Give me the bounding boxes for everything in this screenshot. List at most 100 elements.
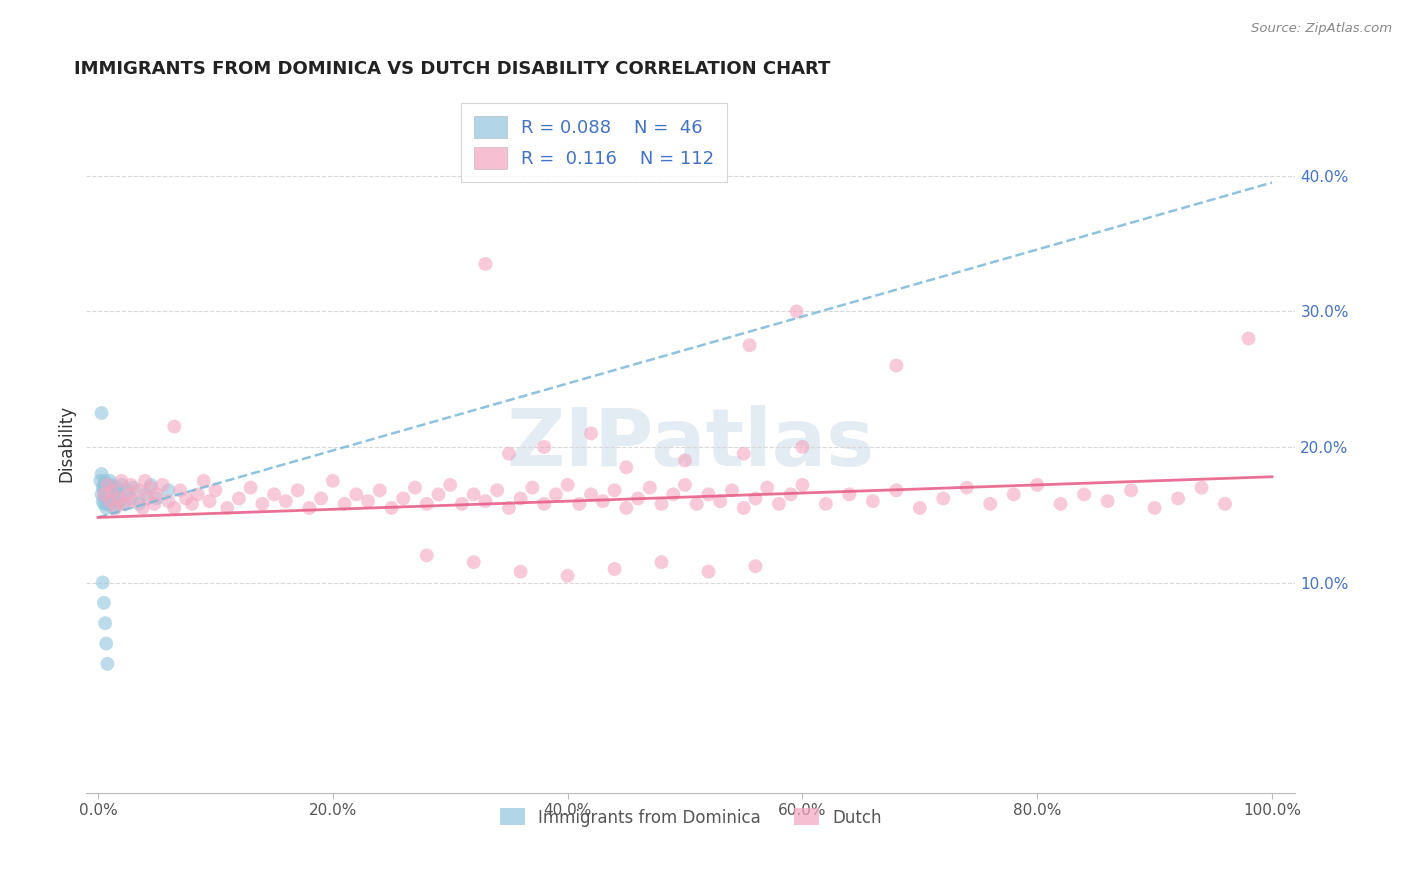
Point (697, 565, 720, 579)
Point (91, 494, 114, 508)
Point (94, 490, 117, 504)
Point (522, 481, 544, 495)
Point (93, 497, 115, 511)
Point (139, 478, 162, 492)
Point (174, 491, 197, 506)
Point (932, 491, 955, 506)
Point (228, 491, 250, 506)
Point (862, 494, 884, 508)
Point (239, 481, 262, 495)
Point (101, 483, 124, 498)
Point (90, 406, 112, 420)
Point (145, 491, 167, 506)
Point (1026, 478, 1049, 492)
Point (96, 657, 118, 671)
Point (792, 478, 814, 492)
Point (1097, 494, 1119, 508)
Point (427, 487, 450, 501)
Point (709, 494, 731, 508)
Point (474, 257, 496, 271)
Point (128, 483, 150, 498)
Point (544, 487, 567, 501)
Point (112, 497, 135, 511)
Text: Source: ZipAtlas.com: Source: ZipAtlas.com (1251, 22, 1392, 36)
Point (756, 481, 779, 495)
Point (97, 491, 120, 506)
Point (93, 483, 115, 498)
Point (217, 500, 239, 515)
Point (91, 481, 114, 495)
Point (96, 497, 118, 511)
Point (204, 483, 226, 498)
Point (101, 494, 124, 508)
Point (884, 483, 907, 498)
Point (673, 478, 696, 492)
Point (187, 487, 209, 501)
Point (128, 497, 150, 511)
Point (163, 419, 186, 434)
Point (298, 500, 321, 515)
Point (117, 487, 139, 501)
Point (322, 474, 344, 488)
Point (96, 636, 118, 650)
Text: IMMIGRANTS FROM DOMINICA VS DUTCH DISABILITY CORRELATION CHART: IMMIGRANTS FROM DOMINICA VS DUTCH DISABI… (75, 60, 831, 78)
Point (533, 497, 555, 511)
Point (380, 500, 402, 515)
Point (838, 487, 860, 501)
Point (198, 494, 221, 508)
Point (404, 481, 426, 495)
Point (134, 474, 156, 488)
Point (103, 500, 125, 515)
Point (463, 487, 485, 501)
Point (779, 487, 801, 501)
Point (101, 478, 124, 492)
Point (98, 474, 121, 488)
Point (94, 474, 117, 488)
Point (1002, 487, 1025, 501)
Point (143, 497, 166, 511)
Point (592, 494, 614, 508)
Point (744, 559, 766, 574)
Point (96, 500, 118, 515)
Point (768, 497, 790, 511)
Point (134, 487, 156, 501)
Point (104, 500, 127, 515)
Point (122, 494, 145, 508)
Point (136, 491, 159, 506)
Point (152, 478, 174, 492)
Point (697, 487, 720, 501)
Point (638, 481, 661, 495)
Point (96, 478, 118, 492)
Point (145, 487, 167, 501)
Point (98, 494, 121, 508)
Point (651, 497, 673, 511)
Point (733, 500, 755, 515)
Point (263, 487, 285, 501)
Point (673, 453, 696, 467)
Point (509, 491, 531, 506)
Y-axis label: Disability: Disability (58, 405, 75, 482)
Point (110, 474, 132, 488)
Point (614, 500, 637, 515)
Point (96, 481, 118, 495)
Point (112, 497, 135, 511)
Point (357, 494, 380, 508)
Point (97, 478, 120, 492)
Point (439, 478, 461, 492)
Point (533, 440, 555, 454)
Point (96, 483, 118, 498)
Point (117, 483, 139, 498)
Point (738, 338, 761, 352)
Point (333, 497, 356, 511)
Point (89, 474, 111, 488)
Point (169, 483, 191, 498)
Point (509, 565, 531, 579)
Point (908, 500, 931, 515)
Point (93, 596, 115, 610)
Point (579, 426, 602, 441)
Point (557, 568, 579, 582)
Point (1073, 487, 1095, 501)
Point (107, 497, 129, 511)
Point (744, 491, 766, 506)
Point (110, 478, 132, 492)
